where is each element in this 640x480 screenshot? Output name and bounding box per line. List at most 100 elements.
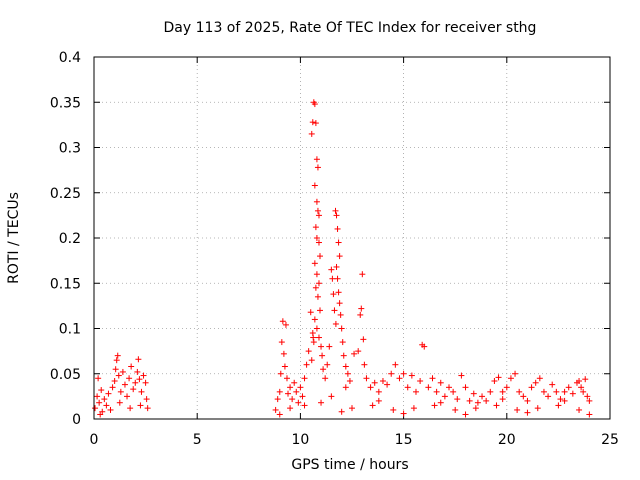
data-point xyxy=(137,402,144,409)
data-point xyxy=(586,411,593,418)
data-point xyxy=(318,399,325,406)
data-point xyxy=(487,388,494,395)
data-point xyxy=(499,388,506,395)
y-tick-label: 0.25 xyxy=(50,186,81,202)
data-point xyxy=(282,321,289,328)
data-point xyxy=(355,348,362,355)
data-point xyxy=(582,376,589,383)
data-point xyxy=(431,402,438,409)
data-point xyxy=(278,339,285,346)
data-point xyxy=(280,350,287,357)
data-point xyxy=(425,384,432,391)
x-axis-label: GPS time / hours xyxy=(291,457,408,473)
data-point xyxy=(126,375,133,382)
data-point xyxy=(392,361,399,368)
data-point xyxy=(363,375,370,382)
data-point xyxy=(311,101,318,108)
data-point xyxy=(462,411,469,418)
data-point xyxy=(472,405,479,412)
data-point xyxy=(291,379,298,386)
data-point xyxy=(388,370,395,377)
y-tick-label: 0.05 xyxy=(50,367,81,383)
data-point xyxy=(313,325,320,332)
data-point xyxy=(466,397,473,404)
data-point xyxy=(474,399,481,406)
data-point xyxy=(338,325,345,332)
data-point xyxy=(308,357,315,364)
data-point xyxy=(400,410,407,417)
data-point xyxy=(138,388,145,395)
data-point xyxy=(359,271,366,278)
data-point xyxy=(317,307,324,314)
data-point xyxy=(289,396,296,403)
data-point xyxy=(576,406,583,413)
data-point xyxy=(516,388,523,395)
data-point xyxy=(433,388,440,395)
data-point xyxy=(561,397,568,404)
data-point xyxy=(584,393,591,400)
data-point xyxy=(281,363,288,370)
data-point xyxy=(313,271,320,278)
data-point xyxy=(338,408,345,415)
data-point xyxy=(101,396,108,403)
data-point xyxy=(92,405,99,412)
data-point xyxy=(96,399,103,406)
data-point xyxy=(495,374,502,381)
data-point xyxy=(317,253,324,260)
data-point xyxy=(390,406,397,413)
data-point xyxy=(127,405,134,412)
plot-area-frame xyxy=(93,56,611,420)
x-tick-label: 5 xyxy=(193,432,202,448)
data-point xyxy=(479,393,486,400)
data-point xyxy=(514,406,521,413)
data-point xyxy=(319,352,326,359)
data-point xyxy=(491,377,498,384)
data-point xyxy=(130,386,137,393)
data-point xyxy=(283,375,290,382)
data-point xyxy=(437,379,444,386)
data-point xyxy=(335,239,342,246)
data-point xyxy=(545,393,552,400)
data-point xyxy=(285,390,292,397)
data-point xyxy=(332,320,339,327)
data-point xyxy=(299,393,306,400)
x-tick-label: 25 xyxy=(601,432,619,448)
data-point xyxy=(142,379,149,386)
data-point xyxy=(311,316,318,323)
data-point xyxy=(458,372,465,379)
data-point xyxy=(314,293,321,300)
data-point xyxy=(314,207,321,214)
data-point xyxy=(117,388,124,395)
data-point xyxy=(334,225,341,232)
data-point xyxy=(114,352,121,359)
data-point xyxy=(351,350,358,357)
data-point xyxy=(342,384,349,391)
data-point xyxy=(144,405,151,412)
data-point xyxy=(287,384,294,391)
data-point xyxy=(274,396,281,403)
data-point xyxy=(329,275,336,282)
data-point xyxy=(429,375,436,382)
data-point xyxy=(437,399,444,406)
data-point xyxy=(293,388,300,395)
data-point xyxy=(540,388,547,395)
data-point xyxy=(312,224,319,231)
data-point xyxy=(315,239,322,246)
data-point xyxy=(342,363,349,370)
data-point xyxy=(578,384,585,391)
data-point xyxy=(512,370,519,377)
data-point xyxy=(115,372,122,379)
data-point xyxy=(140,372,147,379)
data-point xyxy=(524,409,531,416)
data-point xyxy=(586,397,593,404)
data-point xyxy=(534,405,541,412)
data-point xyxy=(287,405,294,412)
data-point xyxy=(450,388,457,395)
data-point xyxy=(332,207,339,214)
data-point xyxy=(276,388,283,395)
chart-title: Day 113 of 2025, Rate Of TEC Index for r… xyxy=(164,20,537,36)
y-tick-label: 0 xyxy=(72,412,81,428)
data-point xyxy=(375,388,382,395)
data-point xyxy=(576,377,583,384)
data-point xyxy=(333,263,340,270)
